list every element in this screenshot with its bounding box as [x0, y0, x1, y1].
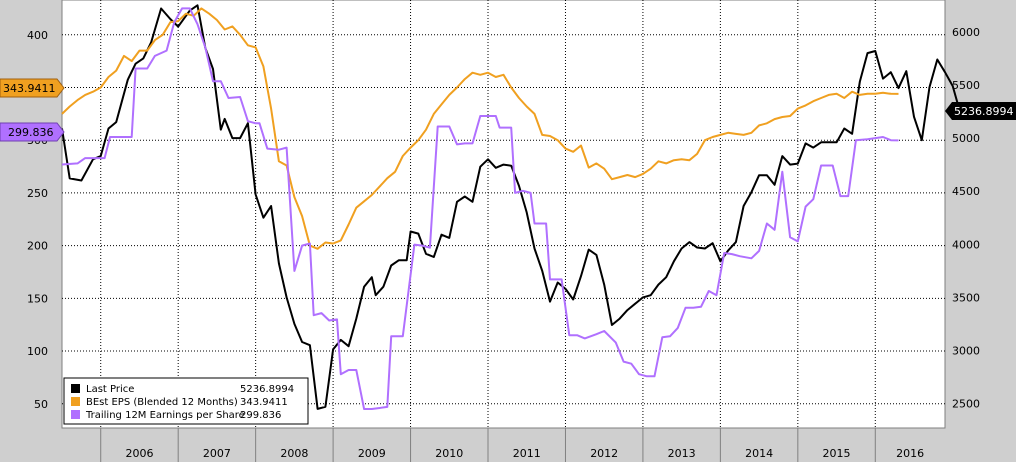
x-axis-year-label: 2007	[203, 447, 231, 460]
x-axis-year-label: 2016	[896, 447, 924, 460]
x-axis-year-label: 2008	[280, 447, 308, 460]
x-axis-year-label: 2010	[435, 447, 463, 460]
right-axis-tick-label: 4500	[952, 185, 980, 198]
left-axis-tick-label: 150	[27, 292, 48, 305]
legend-value-trailing-eps: 299.836	[240, 410, 281, 421]
right-axis-tick-label: 2500	[952, 398, 980, 411]
last-value-tag-last-price: 5236.8994	[945, 102, 1016, 120]
x-axis-year-label: 2014	[745, 447, 773, 460]
last-price-tag-shape	[945, 102, 1016, 120]
right-axis-tick-label: 6000	[952, 26, 980, 39]
last-value-tag-trailing-eps: 299.836	[0, 122, 65, 142]
legend: Last Price 5236.8994 BEst EPS (Blended 1…	[63, 377, 309, 425]
plot-area	[61, 0, 946, 429]
legend-swatch-trailing-eps	[71, 410, 80, 419]
x-axis-year-label: 2015	[823, 447, 851, 460]
x-axis-year-label: 2012	[590, 447, 618, 460]
right-axis-tick-label: 4000	[952, 238, 980, 251]
right-axis-tick-label: 5000	[952, 132, 980, 145]
best-eps-tag-text: 343.9411	[3, 82, 56, 95]
best-eps-tag-shape	[0, 78, 65, 98]
left-axis-tick-label: 100	[27, 345, 48, 358]
legend-value-best-eps: 343.9411	[240, 397, 288, 408]
x-axis-year-label: 2011	[513, 447, 541, 460]
right-axis-tick-label: 5500	[952, 79, 980, 92]
x-axis-year-label: 2006	[125, 447, 153, 460]
trailing-eps-tag-shape	[0, 122, 65, 142]
trailing-eps-tag-text: 299.836	[8, 126, 54, 139]
last-value-tag-best-eps: 343.9411	[0, 78, 65, 98]
series-line-last-price	[61, 4, 977, 410]
series-line-best-eps	[61, 7, 899, 250]
left-axis-tick-label: 250	[27, 187, 48, 200]
right-axis-tick-label: 3000	[952, 344, 980, 357]
last-price-tag-text: 5236.8994	[954, 105, 1014, 118]
x-axis-year-label: 2009	[358, 447, 386, 460]
grid-layer	[62, 0, 945, 428]
series-line-trailing-eps	[61, 7, 899, 410]
left-axis-tick-label: 200	[27, 240, 48, 253]
x-axis-year-label: 2013	[668, 447, 696, 460]
legend-value-last-price: 5236.8994	[240, 384, 294, 395]
series-layer	[61, 4, 977, 410]
legend-swatch-last-price	[71, 384, 80, 393]
legend-swatch-best-eps	[71, 397, 80, 406]
legend-label-last-price: Last Price	[86, 384, 134, 395]
right-axis-tick-label: 3500	[952, 291, 980, 304]
left-axis-tick-label: 50	[34, 398, 48, 411]
legend-label-trailing-eps: Trailing 12M Earnings per Share	[85, 410, 245, 421]
legend-box	[63, 377, 309, 425]
left-axis-tick-label: 400	[27, 29, 48, 42]
legend-label-best-eps: BEst EPS (Blended 12 Months)	[86, 397, 238, 408]
axis-layer: 5010015020025030035040025003000350040004…	[27, 26, 980, 462]
